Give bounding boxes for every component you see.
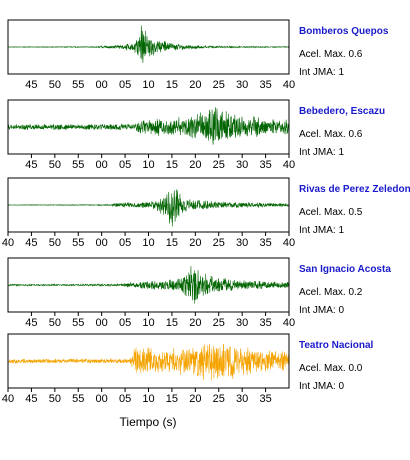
panel-2: 45 50 55 00 05 10 15 20 25 30 35 40 Bebedero, Escazu… bbox=[7, 99, 385, 171]
x-tick-label: 00 bbox=[96, 237, 108, 249]
x-tick-label: 55 bbox=[72, 79, 84, 91]
jma-intensity-label: Int JMA: 0 bbox=[299, 381, 344, 392]
x-tick-label: 45 bbox=[25, 237, 37, 249]
x-tick-label: 55 bbox=[72, 393, 84, 405]
x-tick-label: 50 bbox=[49, 393, 61, 405]
x-tick-label: 40 bbox=[2, 393, 14, 405]
x-tick-label: 45 bbox=[25, 159, 37, 171]
x-tick-label: 25 bbox=[213, 237, 225, 249]
station-name: Bomberos Quepos bbox=[299, 26, 389, 37]
x-tick-label: 00 bbox=[96, 159, 108, 171]
x-tick-label: 45 bbox=[25, 393, 37, 405]
x-tick-label: 10 bbox=[142, 237, 154, 249]
jma-intensity-label: Int JMA: 1 bbox=[299, 225, 344, 236]
x-tick-label: 25 bbox=[213, 317, 225, 329]
x-tick-label: 10 bbox=[142, 393, 154, 405]
x-tick-label: 10 bbox=[142, 317, 154, 329]
x-tick-label: 35 bbox=[259, 393, 271, 405]
x-axis-title: Tiempo (s) bbox=[120, 415, 177, 429]
x-tick-label: 35 bbox=[259, 79, 271, 91]
x-tick-label: 45 bbox=[25, 317, 37, 329]
x-tick-label: 15 bbox=[166, 159, 178, 171]
x-tick-label: 20 bbox=[189, 317, 201, 329]
x-tick-label: 55 bbox=[72, 237, 84, 249]
x-tick-label: 35 bbox=[259, 237, 271, 249]
x-tick-label: 15 bbox=[166, 317, 178, 329]
x-tick-label: 45 bbox=[25, 79, 37, 91]
x-tick-label: 30 bbox=[236, 79, 248, 91]
jma-intensity-label: Int JMA: 1 bbox=[299, 147, 344, 158]
x-tick-label: 20 bbox=[189, 79, 201, 91]
x-tick-label: 50 bbox=[49, 79, 61, 91]
x-tick-label: 20 bbox=[189, 393, 201, 405]
x-tick-label: 25 bbox=[213, 393, 225, 405]
panel-3: 40 45 50 55 00 05 10 15 20 25 30 35 40 Rivas de Perez… bbox=[2, 177, 410, 249]
accel-max-label: Acel. Max. 0.6 bbox=[299, 49, 363, 60]
accel-max-label: Acel. Max. 0.6 bbox=[299, 129, 363, 140]
accel-max-label: Acel. Max. 0.2 bbox=[299, 287, 363, 298]
x-tick-label: 25 bbox=[213, 79, 225, 91]
x-tick-label: 50 bbox=[49, 317, 61, 329]
x-tick-label: 55 bbox=[72, 317, 84, 329]
x-tick-label: 35 bbox=[259, 317, 271, 329]
x-tick-label: 30 bbox=[236, 159, 248, 171]
x-tick-label: 05 bbox=[119, 159, 131, 171]
x-tick-label: 40 bbox=[283, 159, 295, 171]
waveform-trace bbox=[7, 25, 290, 63]
x-tick-label: 10 bbox=[142, 159, 154, 171]
x-tick-label: 05 bbox=[119, 79, 131, 91]
x-tick-label: 05 bbox=[119, 237, 131, 249]
panel-4: 45 50 55 00 05 10 15 20 25 30 35 40 San Ignacio Acos… bbox=[7, 257, 391, 329]
x-tick-label: 05 bbox=[119, 317, 131, 329]
x-tick-label: 15 bbox=[166, 393, 178, 405]
x-tick-label: 15 bbox=[166, 237, 178, 249]
x-tick-label: 30 bbox=[236, 237, 248, 249]
waveform-trace bbox=[7, 266, 290, 304]
x-tick-label: 00 bbox=[96, 317, 108, 329]
x-tick-label: 10 bbox=[142, 79, 154, 91]
panel-5: 40 45 50 55 00 05 10 15 20 25 30 35 Teatro Nacional A… bbox=[2, 333, 373, 405]
x-tick-label: 20 bbox=[189, 237, 201, 249]
x-tick-label: 40 bbox=[283, 237, 295, 249]
panel-frame bbox=[7, 19, 290, 75]
x-tick-label: 30 bbox=[236, 317, 248, 329]
panel-1: 45 50 55 00 05 10 15 20 25 30 35 40 Bomberos Quepos A… bbox=[7, 19, 389, 91]
x-tick-label: 30 bbox=[236, 393, 248, 405]
accel-max-label: Acel. Max. 0.5 bbox=[299, 207, 363, 218]
x-tick-label: 50 bbox=[49, 237, 61, 249]
x-tick-label: 00 bbox=[96, 79, 108, 91]
station-name: Bebedero, Escazu bbox=[299, 106, 385, 117]
jma-intensity-label: Int JMA: 0 bbox=[299, 305, 344, 316]
x-tick-label: 40 bbox=[283, 317, 295, 329]
waveform-trace bbox=[7, 189, 290, 227]
waveform-trace bbox=[7, 107, 290, 145]
jma-intensity-label: Int JMA: 1 bbox=[299, 67, 344, 78]
x-tick-label: 50 bbox=[49, 159, 61, 171]
x-tick-label: 20 bbox=[189, 159, 201, 171]
x-tick-label: 05 bbox=[119, 393, 131, 405]
panels-group: 45 50 55 00 05 10 15 20 25 30 35 40 Bomberos Quepos A… bbox=[2, 19, 410, 405]
waveform-trace bbox=[7, 343, 290, 381]
station-name: Rivas de Perez Zeledon bbox=[299, 184, 410, 195]
x-tick-label: 55 bbox=[72, 159, 84, 171]
x-tick-label: 40 bbox=[283, 79, 295, 91]
station-name: Teatro Nacional bbox=[299, 340, 373, 351]
accel-max-label: Acel. Max. 0.0 bbox=[299, 363, 363, 374]
x-tick-label: 15 bbox=[166, 79, 178, 91]
x-tick-label: 25 bbox=[213, 159, 225, 171]
x-tick-label: 35 bbox=[259, 159, 271, 171]
x-tick-label: 00 bbox=[96, 393, 108, 405]
station-name: San Ignacio Acosta bbox=[299, 264, 391, 275]
x-tick-label: 40 bbox=[2, 237, 14, 249]
